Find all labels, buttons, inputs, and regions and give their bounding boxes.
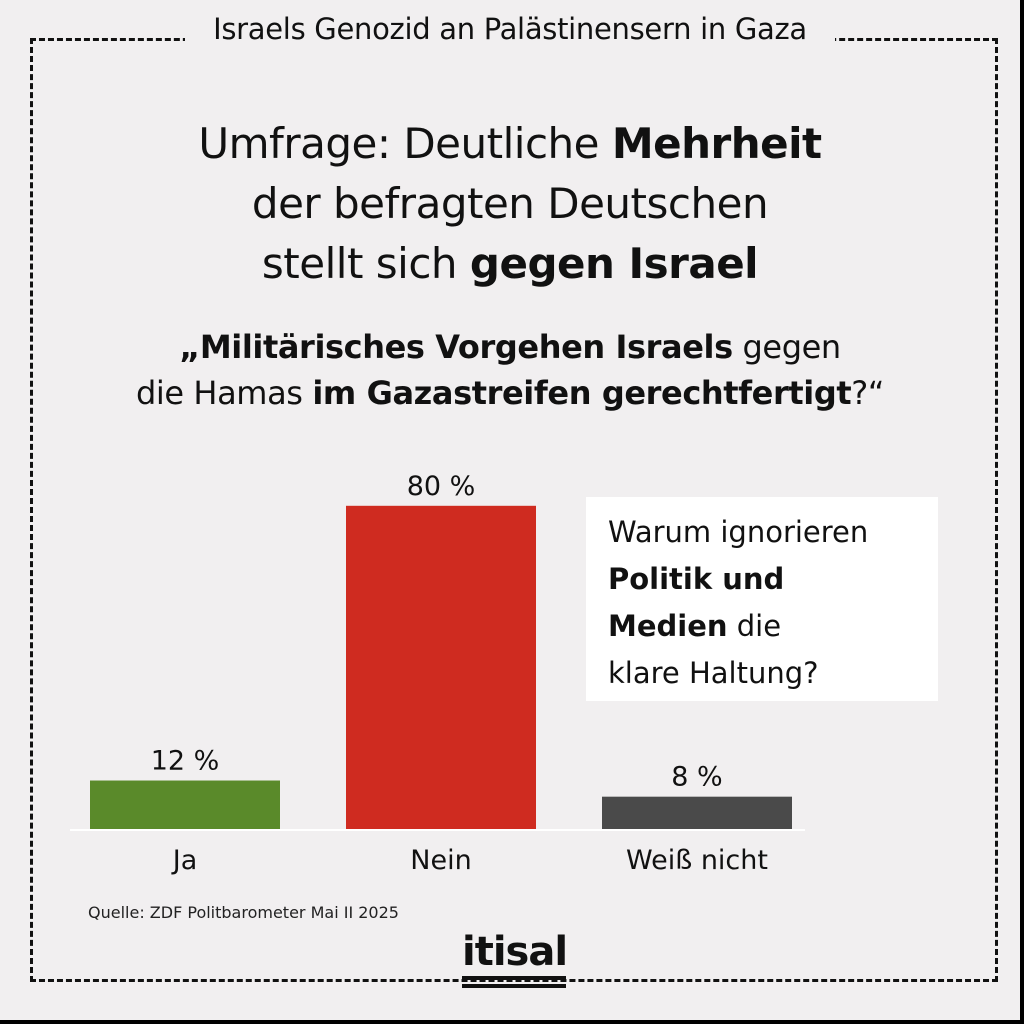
bar-1 <box>346 505 536 829</box>
logo-bar <box>462 984 566 988</box>
data-label: 12 % <box>151 746 220 777</box>
headline-line-3: stellt sich gegen Israel <box>60 234 960 294</box>
bar-0 <box>90 780 280 829</box>
question-text: ?“ <box>851 374 885 412</box>
headline-text: Umfrage: Deutliche <box>198 119 612 168</box>
question-line-2: die Hamas im Gazastreifen gerechtfertigt… <box>40 370 980 416</box>
brand-logo: itisal <box>462 929 568 988</box>
headline-text: stellt sich <box>261 239 470 288</box>
question-emphasis: „Militärisches Vorgehen Israels <box>179 328 733 366</box>
source-note: Quelle: ZDF Politbarometer Mai II 2025 <box>88 903 399 922</box>
callout-line: Politik und <box>608 556 920 603</box>
category-label: Nein <box>410 845 471 876</box>
logo-bar <box>462 976 566 980</box>
headline-emphasis: gegen Israel <box>469 239 759 288</box>
callout-emphasis: Politik und <box>608 562 785 596</box>
callout-line: Medien die <box>608 603 920 650</box>
survey-question: „Militärisches Vorgehen Israels gegen di… <box>40 324 980 416</box>
question-text: die Hamas <box>135 374 313 412</box>
question-emphasis: im Gazastreifen gerechtfertigt <box>312 374 852 412</box>
headline: Umfrage: Deutliche Mehrheit der befragte… <box>60 114 960 294</box>
headline-line-1: Umfrage: Deutliche Mehrheit <box>60 114 960 174</box>
logo-text: itisal <box>462 929 568 975</box>
callout-emphasis: Medien <box>608 609 728 643</box>
data-label: 80 % <box>407 471 476 502</box>
headline-line-2: der befragten Deutschen <box>251 179 769 228</box>
bar-2 <box>602 796 792 829</box>
callout-line: klare Haltung? <box>608 656 819 690</box>
category-label: Weiß nicht <box>626 845 768 876</box>
category-label: Ja <box>171 845 198 876</box>
question-text: gegen <box>732 328 842 366</box>
callout-text: die <box>727 609 782 643</box>
data-label: 8 % <box>671 762 722 793</box>
callout-line: Warum ignorieren <box>608 515 869 549</box>
topic-banner: Israels Genozid an Palästinensern in Gaz… <box>0 12 1020 46</box>
question-line-1: „Militärisches Vorgehen Israels gegen <box>40 324 980 370</box>
topic-title: Israels Genozid an Palästinensern in Gaz… <box>185 12 835 46</box>
callout-box: Warum ignorieren Politik und Medien die … <box>586 497 938 701</box>
headline-emphasis: Mehrheit <box>611 119 822 168</box>
